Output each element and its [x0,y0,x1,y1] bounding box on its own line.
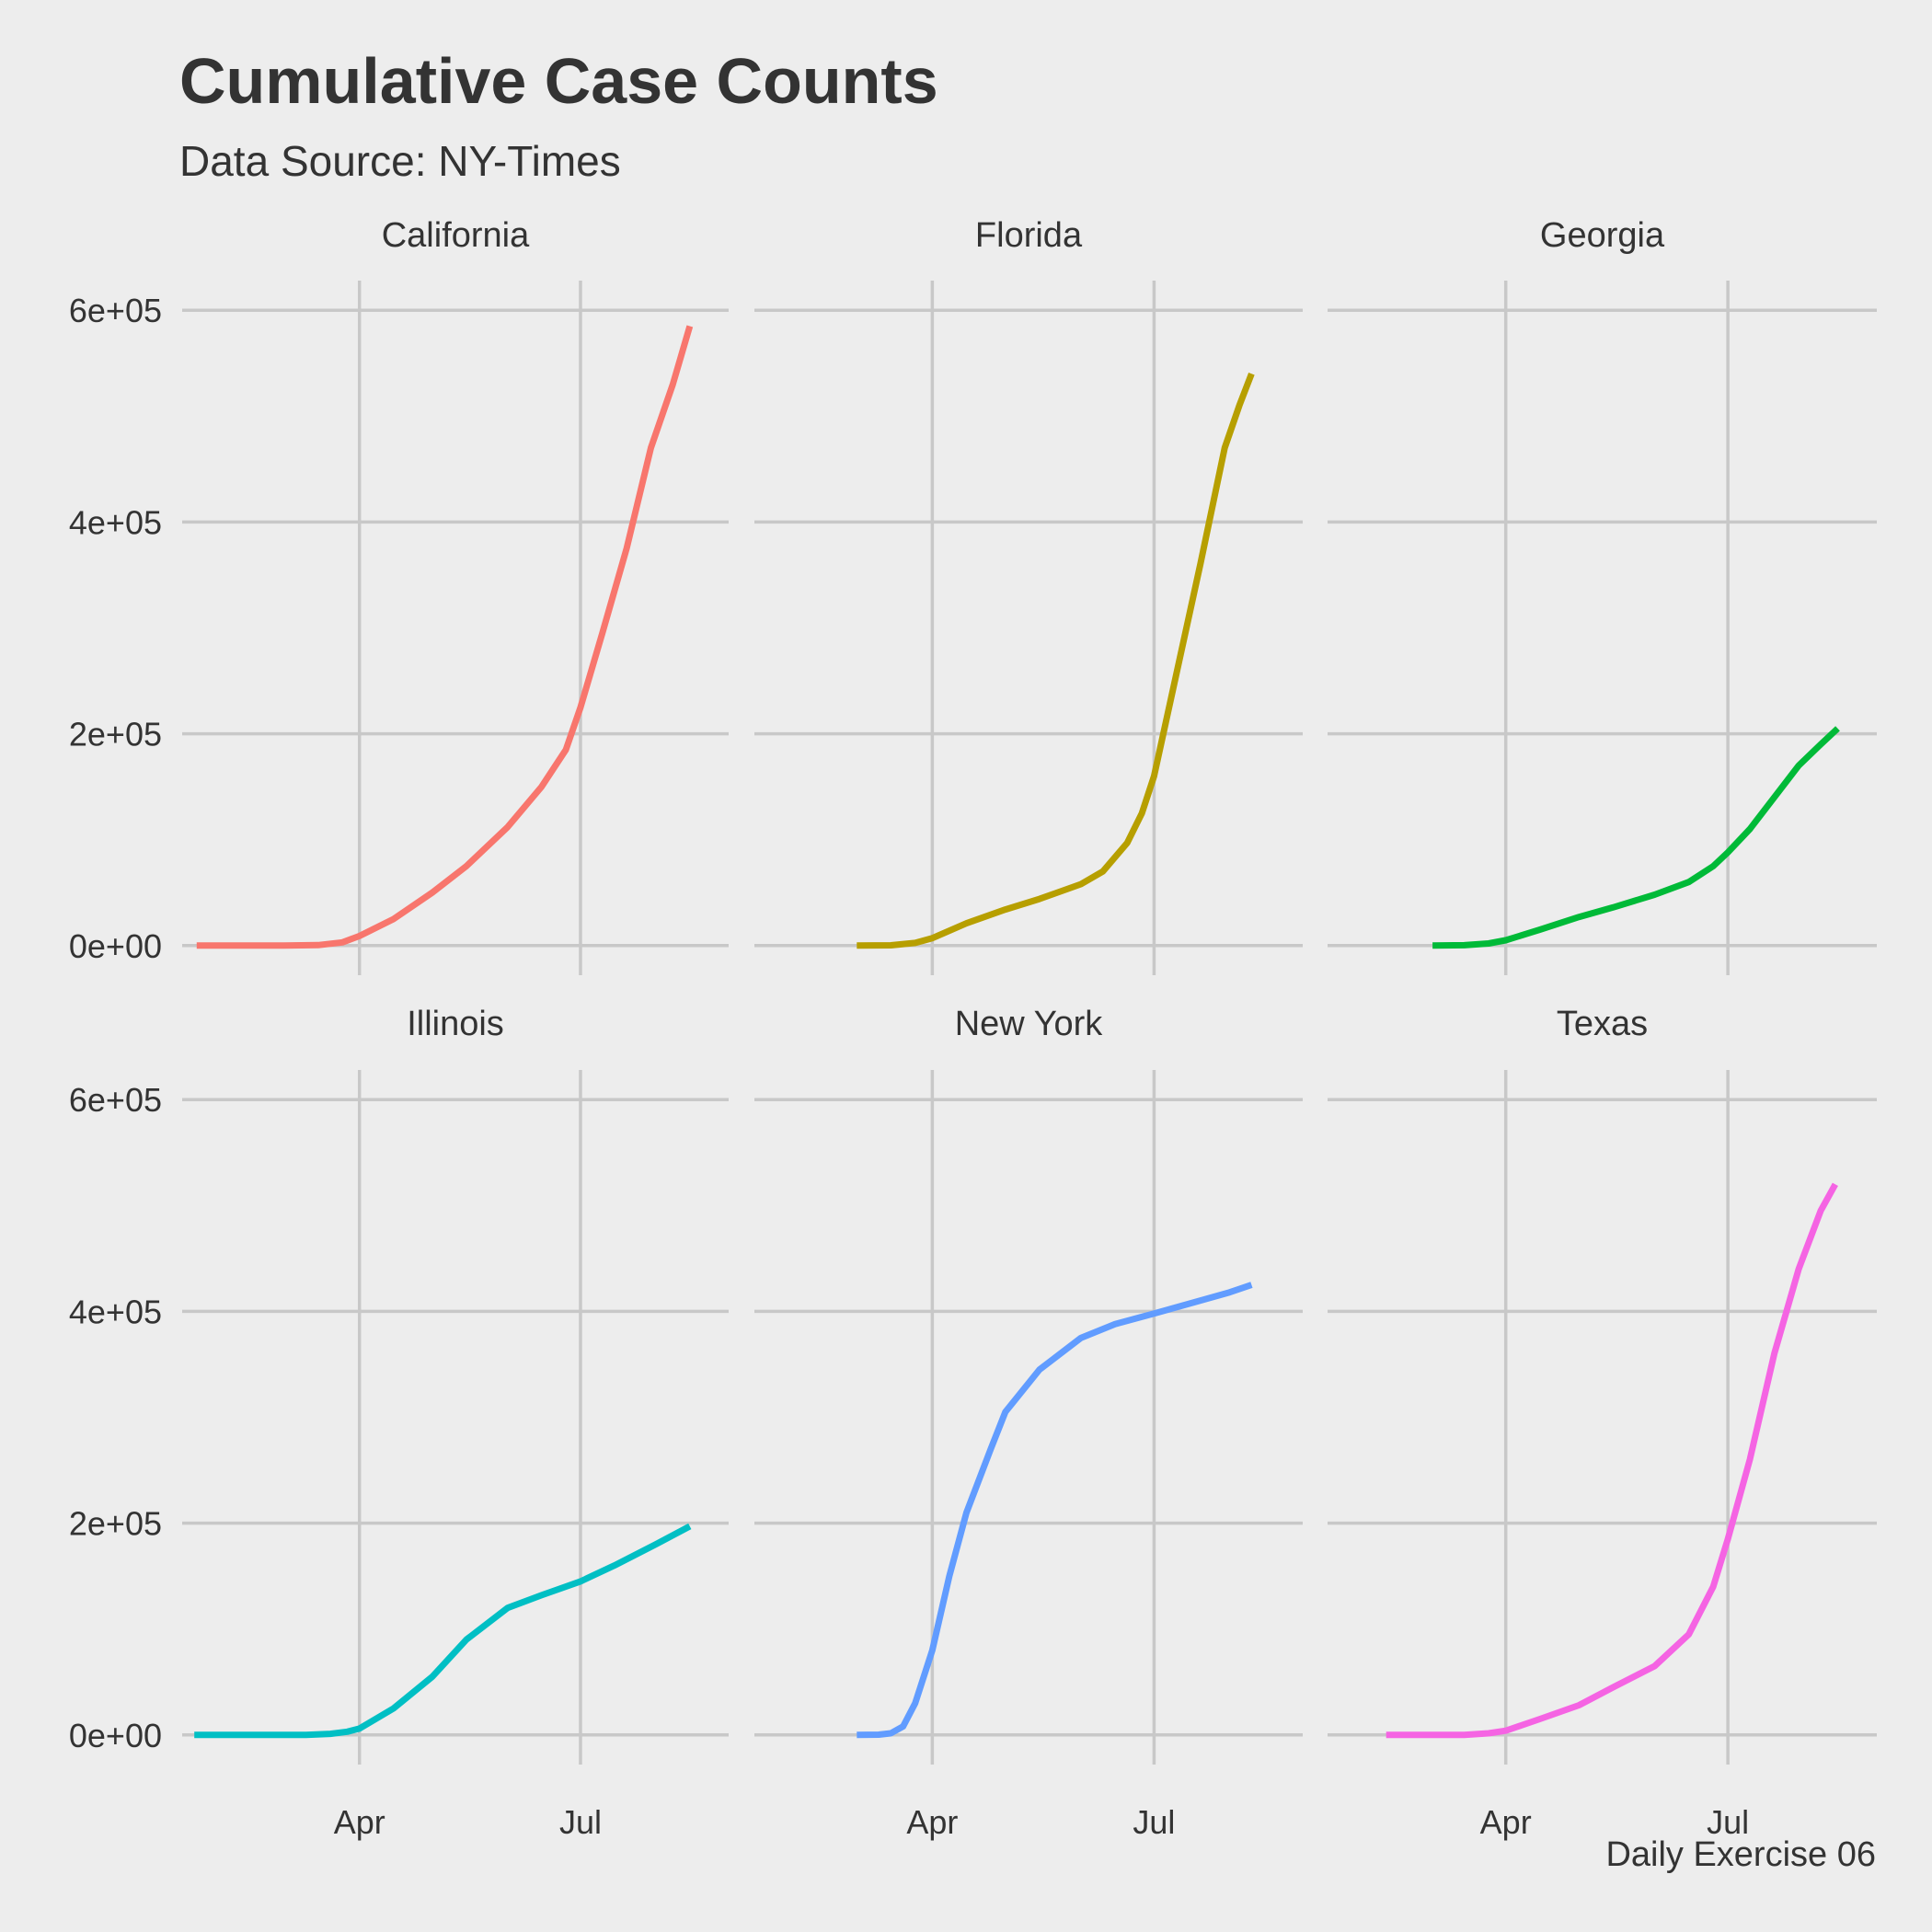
y-tick-label: 2e+05 [69,1505,162,1543]
y-tick-label: 0e+00 [69,1717,162,1754]
x-tick-label: Jul [559,1803,602,1841]
chart-caption: Daily Exercise 06 [1605,1835,1876,1874]
facet-label-florida: Florida [975,216,1083,255]
x-tick-label: Jul [1707,1803,1749,1841]
chart-title: Cumulative Case Counts [179,45,938,117]
y-tick-label: 6e+05 [69,292,162,329]
series-line-florida [857,373,1255,949]
y-tick-label: 4e+05 [69,503,162,541]
series-line-texas [1386,1182,1838,1739]
series-line-georgia [1432,726,1840,949]
facet-label-new-york: New York [955,1005,1104,1043]
chart-subtitle: Data Source: NY-Times [179,137,621,185]
series-line-new-york [857,1282,1253,1739]
y-tick-label: 2e+05 [69,716,162,753]
x-tick-label: Jul [1133,1803,1175,1841]
facet-label-illinois: Illinois [407,1005,504,1043]
facet-label-georgia: Georgia [1540,216,1665,255]
facet-label-texas: Texas [1557,1005,1648,1043]
series-line-illinois [194,1523,692,1739]
x-tick-label: Apr [1480,1803,1532,1841]
y-tick-label: 4e+05 [69,1293,162,1330]
facet-label-california: California [382,216,530,255]
y-tick-label: 6e+05 [69,1081,162,1119]
series-line-california [196,325,694,949]
x-tick-label: Apr [334,1803,385,1841]
x-tick-label: Apr [906,1803,958,1841]
y-tick-label: 0e+00 [69,927,162,965]
